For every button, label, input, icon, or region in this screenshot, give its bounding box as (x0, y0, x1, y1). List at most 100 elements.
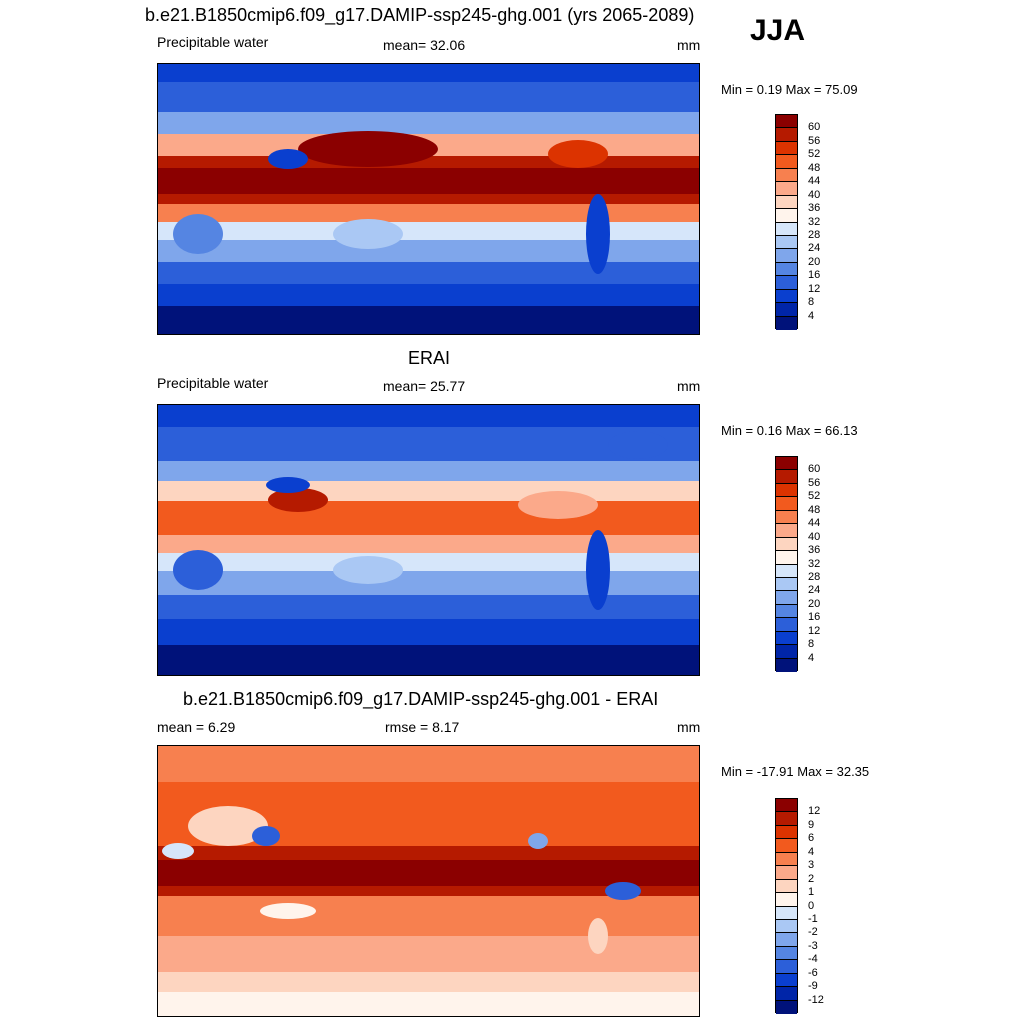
colorbar-tick-label: -1 (808, 912, 818, 925)
colorbar-tick-label: 48 (808, 161, 821, 174)
panel-1-minmax: Min = 0.19 Max = 75.09 (721, 82, 858, 97)
colorbar-tick-label: 32 (808, 215, 821, 228)
panel-2-mean-label: mean= 25.77 (383, 378, 466, 394)
colorbar-segment (776, 262, 797, 277)
colorbar-segment (776, 866, 797, 880)
colorbar-tick-label: 52 (808, 148, 821, 161)
colorbar-tick-label: 2 (808, 872, 815, 885)
colorbar-tick-label: 24 (808, 242, 821, 255)
colorbar-tick-label: 60 (808, 463, 821, 476)
panel-2-left-label: Precipitable water (157, 375, 269, 391)
colorbar-tick-label: 44 (808, 175, 821, 188)
colorbar-segment (776, 510, 797, 525)
colorbar-segment (776, 483, 797, 498)
colorbar-segment (776, 839, 797, 853)
colorbar-segment (776, 604, 797, 619)
colorbar-tick-label: 60 (808, 121, 821, 134)
colorbar-segment (776, 222, 797, 236)
colorbar-segment (776, 235, 797, 250)
panel-1-colorbar (775, 114, 798, 330)
colorbar-tick-label: 1 (808, 886, 815, 899)
colorbar-tick-label: 12 (808, 624, 821, 637)
panel-2-map (157, 404, 700, 676)
colorbar-tick-label: 28 (808, 570, 821, 583)
panel-3-title: b.e21.B1850cmip6.f09_g17.DAMIP-ssp245-gh… (183, 689, 659, 709)
colorbar-segment (776, 289, 797, 304)
colorbar-segment (776, 457, 797, 471)
colorbar-segment (776, 645, 797, 659)
colorbar-segment (776, 906, 797, 920)
colorbar-tick-label: 44 (808, 517, 821, 530)
panel-1-mean-label: mean= 32.06 (383, 37, 466, 53)
colorbar-segment (776, 497, 797, 511)
panel-1-left-label: Precipitable water (157, 34, 269, 50)
colorbar-segment (776, 618, 797, 632)
colorbar-tick-label: 16 (808, 269, 821, 282)
colorbar-tick-label: 20 (808, 597, 821, 610)
colorbar-segment (776, 591, 797, 605)
colorbar-segment (776, 825, 797, 840)
colorbar-tick-label: 3 (808, 859, 815, 872)
colorbar-tick-label: 16 (808, 611, 821, 624)
panel-2-title: ERAI (408, 348, 451, 368)
colorbar-tick-label: -2 (808, 926, 818, 939)
panel-3-units: mm (677, 719, 701, 735)
colorbar-segment (776, 168, 797, 183)
colorbar-segment (776, 987, 797, 1001)
colorbar-segment (776, 577, 797, 592)
colorbar-segment (776, 141, 797, 156)
colorbar-segment (776, 249, 797, 263)
panel-3-mean-label: mean = 6.29 (157, 719, 236, 735)
colorbar-tick-label: 20 (808, 255, 821, 268)
colorbar-tick-label: -9 (808, 980, 818, 993)
panel-2-units: mm (677, 378, 701, 394)
colorbar-tick-label: 28 (808, 228, 821, 241)
colorbar-tick-label: 52 (808, 490, 821, 503)
colorbar-tick-label: -4 (808, 953, 818, 966)
colorbar-tick-label: 9 (808, 818, 815, 831)
colorbar-segment (776, 564, 797, 578)
colorbar-segment (776, 933, 797, 947)
colorbar-tick-label: 36 (808, 544, 821, 557)
panel-3-minmax: Min = -17.91 Max = 32.35 (721, 764, 870, 779)
colorbar-segment (776, 973, 797, 988)
colorbar-segment (776, 1000, 797, 1014)
colorbar-tick-label: 48 (808, 503, 821, 516)
panel-1-units: mm (677, 37, 701, 53)
colorbar-segment (776, 893, 797, 907)
panel-3-rmse-label: rmse = 8.17 (385, 719, 460, 735)
season-label: JJA (750, 14, 806, 47)
colorbar-tick-label: 8 (808, 296, 815, 309)
colorbar-tick-label: 40 (808, 188, 821, 201)
colorbar-segment (776, 919, 797, 934)
panel-2-minmax: Min = 0.16 Max = 66.13 (721, 423, 858, 438)
panel-2-colorbar (775, 456, 798, 672)
colorbar-segment (776, 946, 797, 961)
colorbar-segment (776, 303, 797, 317)
colorbar-segment (776, 524, 797, 538)
colorbar-segment (776, 209, 797, 223)
colorbar-segment (776, 128, 797, 142)
colorbar-segment (776, 879, 797, 894)
colorbar-tick-label: 36 (808, 202, 821, 215)
colorbar-segment (776, 799, 797, 813)
colorbar-tick-label: 56 (808, 134, 821, 147)
panel-3-colorbar (775, 798, 798, 1014)
colorbar-tick-label: 12 (808, 282, 821, 295)
colorbar-segment (776, 812, 797, 826)
colorbar-tick-label: -3 (808, 939, 818, 952)
colorbar-tick-label: -6 (808, 966, 818, 979)
colorbar-segment (776, 155, 797, 169)
colorbar-tick-label: 4 (808, 651, 815, 664)
colorbar-segment (776, 276, 797, 290)
colorbar-segment (776, 182, 797, 196)
colorbar-segment (776, 852, 797, 867)
colorbar-segment (776, 960, 797, 974)
panel-1-title: b.e21.B1850cmip6.f09_g17.DAMIP-ssp245-gh… (145, 5, 695, 25)
colorbar-tick-label: 6 (808, 832, 815, 845)
colorbar-tick-label: -12 (808, 993, 824, 1006)
colorbar-segment (776, 537, 797, 552)
colorbar-tick-label: 0 (808, 899, 815, 912)
colorbar-tick-label: 4 (808, 845, 815, 858)
panel-3-map (157, 745, 700, 1017)
